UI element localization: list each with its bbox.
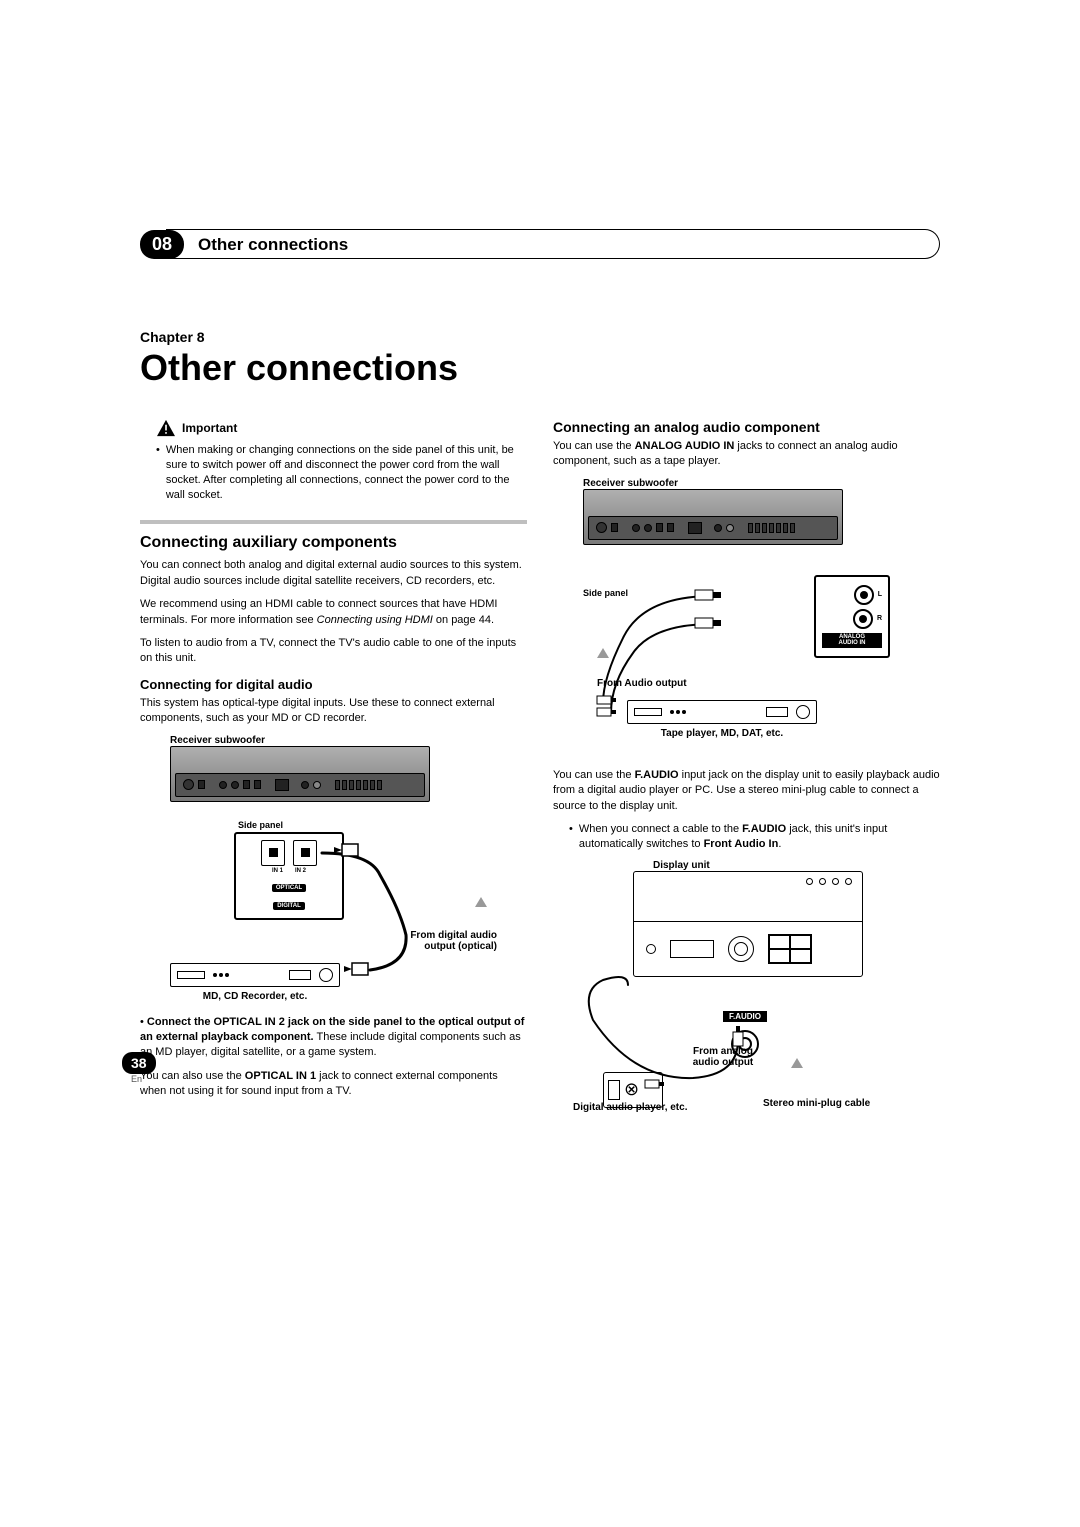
aux-para-1: You can connect both analog and digital … bbox=[140, 558, 527, 589]
device-label: MD, CD Recorder, etc. bbox=[170, 991, 340, 1002]
device-label-2: Tape player, MD, DAT, etc. bbox=[627, 728, 817, 739]
faudio-para-1: You can use the F.AUDIO input jack on th… bbox=[553, 768, 940, 814]
receiver-label-2: Receiver subwoofer bbox=[583, 478, 940, 489]
analog-side-panel: L R ANALOGAUDIO IN bbox=[814, 575, 890, 658]
receiver-label: Receiver subwoofer bbox=[170, 735, 527, 746]
diagram-analog: Receiver subwoofer bbox=[583, 478, 940, 758]
display-unit bbox=[633, 871, 863, 977]
important-text: When making or changing connections on t… bbox=[166, 443, 527, 502]
from-output-label: From digital audio output (optical) bbox=[387, 930, 497, 952]
optical-side-panel: Side panel IN 1 IN 2 OPTICAL DIGITAL bbox=[234, 832, 344, 920]
from-audio-output-label: From Audio output bbox=[597, 678, 687, 689]
cable-label: Stereo mini-plug cable bbox=[763, 1098, 870, 1109]
chapter-number-badge: 08 bbox=[140, 230, 184, 259]
page-number-badge: 38 bbox=[122, 1052, 156, 1074]
faudio-bullet: • When you connect a cable to the F.AUDI… bbox=[569, 822, 940, 852]
chapter-label: Chapter 8 bbox=[140, 329, 940, 345]
aux-heading: Connecting auxiliary components bbox=[140, 534, 527, 552]
optical-in2-jack bbox=[293, 840, 317, 866]
side-panel-label-2: Side panel bbox=[583, 588, 814, 598]
aux-para-3: To listen to audio from a TV, connect th… bbox=[140, 636, 527, 667]
page-language: En bbox=[131, 1074, 142, 1084]
faudio-tag: F.AUDIO bbox=[723, 1011, 767, 1022]
left-column: Important • When making or changing conn… bbox=[140, 419, 527, 1130]
header-rule bbox=[166, 229, 940, 259]
analog-heading: Connecting an analog audio component bbox=[553, 419, 940, 435]
analog-tag: ANALOGAUDIO IN bbox=[822, 633, 882, 648]
digital-para-1: This system has optical-type digital inp… bbox=[140, 696, 527, 727]
aux-para-2: We recommend using an HDMI cable to conn… bbox=[140, 597, 527, 628]
display-unit-label: Display unit bbox=[653, 860, 940, 871]
analog-para-1: You can use the ANALOG AUDIO IN jacks to… bbox=[553, 439, 940, 470]
triangle-marker-icon bbox=[597, 648, 609, 658]
external-device-tape bbox=[627, 700, 817, 724]
chapter-header: 08 Other connections bbox=[140, 230, 940, 259]
side-panel-label: Side panel bbox=[238, 820, 283, 830]
rca-l-jack bbox=[854, 585, 874, 605]
optical-in2-note: • Connect the OPTICAL IN 2 jack on the s… bbox=[140, 1015, 527, 1061]
from-analog-output-label: From analog audio output bbox=[683, 1046, 763, 1068]
triangle-marker-icon bbox=[791, 1058, 803, 1068]
optical-in1-note: You can also use the OPTICAL IN 1 jack t… bbox=[140, 1069, 527, 1100]
diagram-optical: Receiver subwoofer bbox=[170, 735, 527, 1005]
main-title: Other connections bbox=[140, 347, 940, 389]
important-bullet: • When making or changing connections on… bbox=[156, 443, 527, 502]
warning-icon bbox=[156, 419, 176, 437]
important-label: Important bbox=[182, 421, 237, 435]
rca-r-jack bbox=[853, 609, 873, 629]
diagram-faudio: Display unit F.AUDIO bbox=[573, 860, 940, 1120]
external-device-md-cd bbox=[170, 963, 340, 987]
optical-in1-jack bbox=[261, 840, 285, 866]
section-separator bbox=[140, 520, 527, 524]
right-column: Connecting an analog audio component You… bbox=[553, 419, 940, 1130]
receiver-rear-panel-2 bbox=[583, 489, 843, 545]
dap-label: Digital audio player, etc. bbox=[573, 1102, 687, 1113]
digital-heading: Connecting for digital audio bbox=[140, 677, 527, 692]
triangle-marker-icon bbox=[475, 897, 487, 907]
receiver-rear-panel bbox=[170, 746, 430, 802]
